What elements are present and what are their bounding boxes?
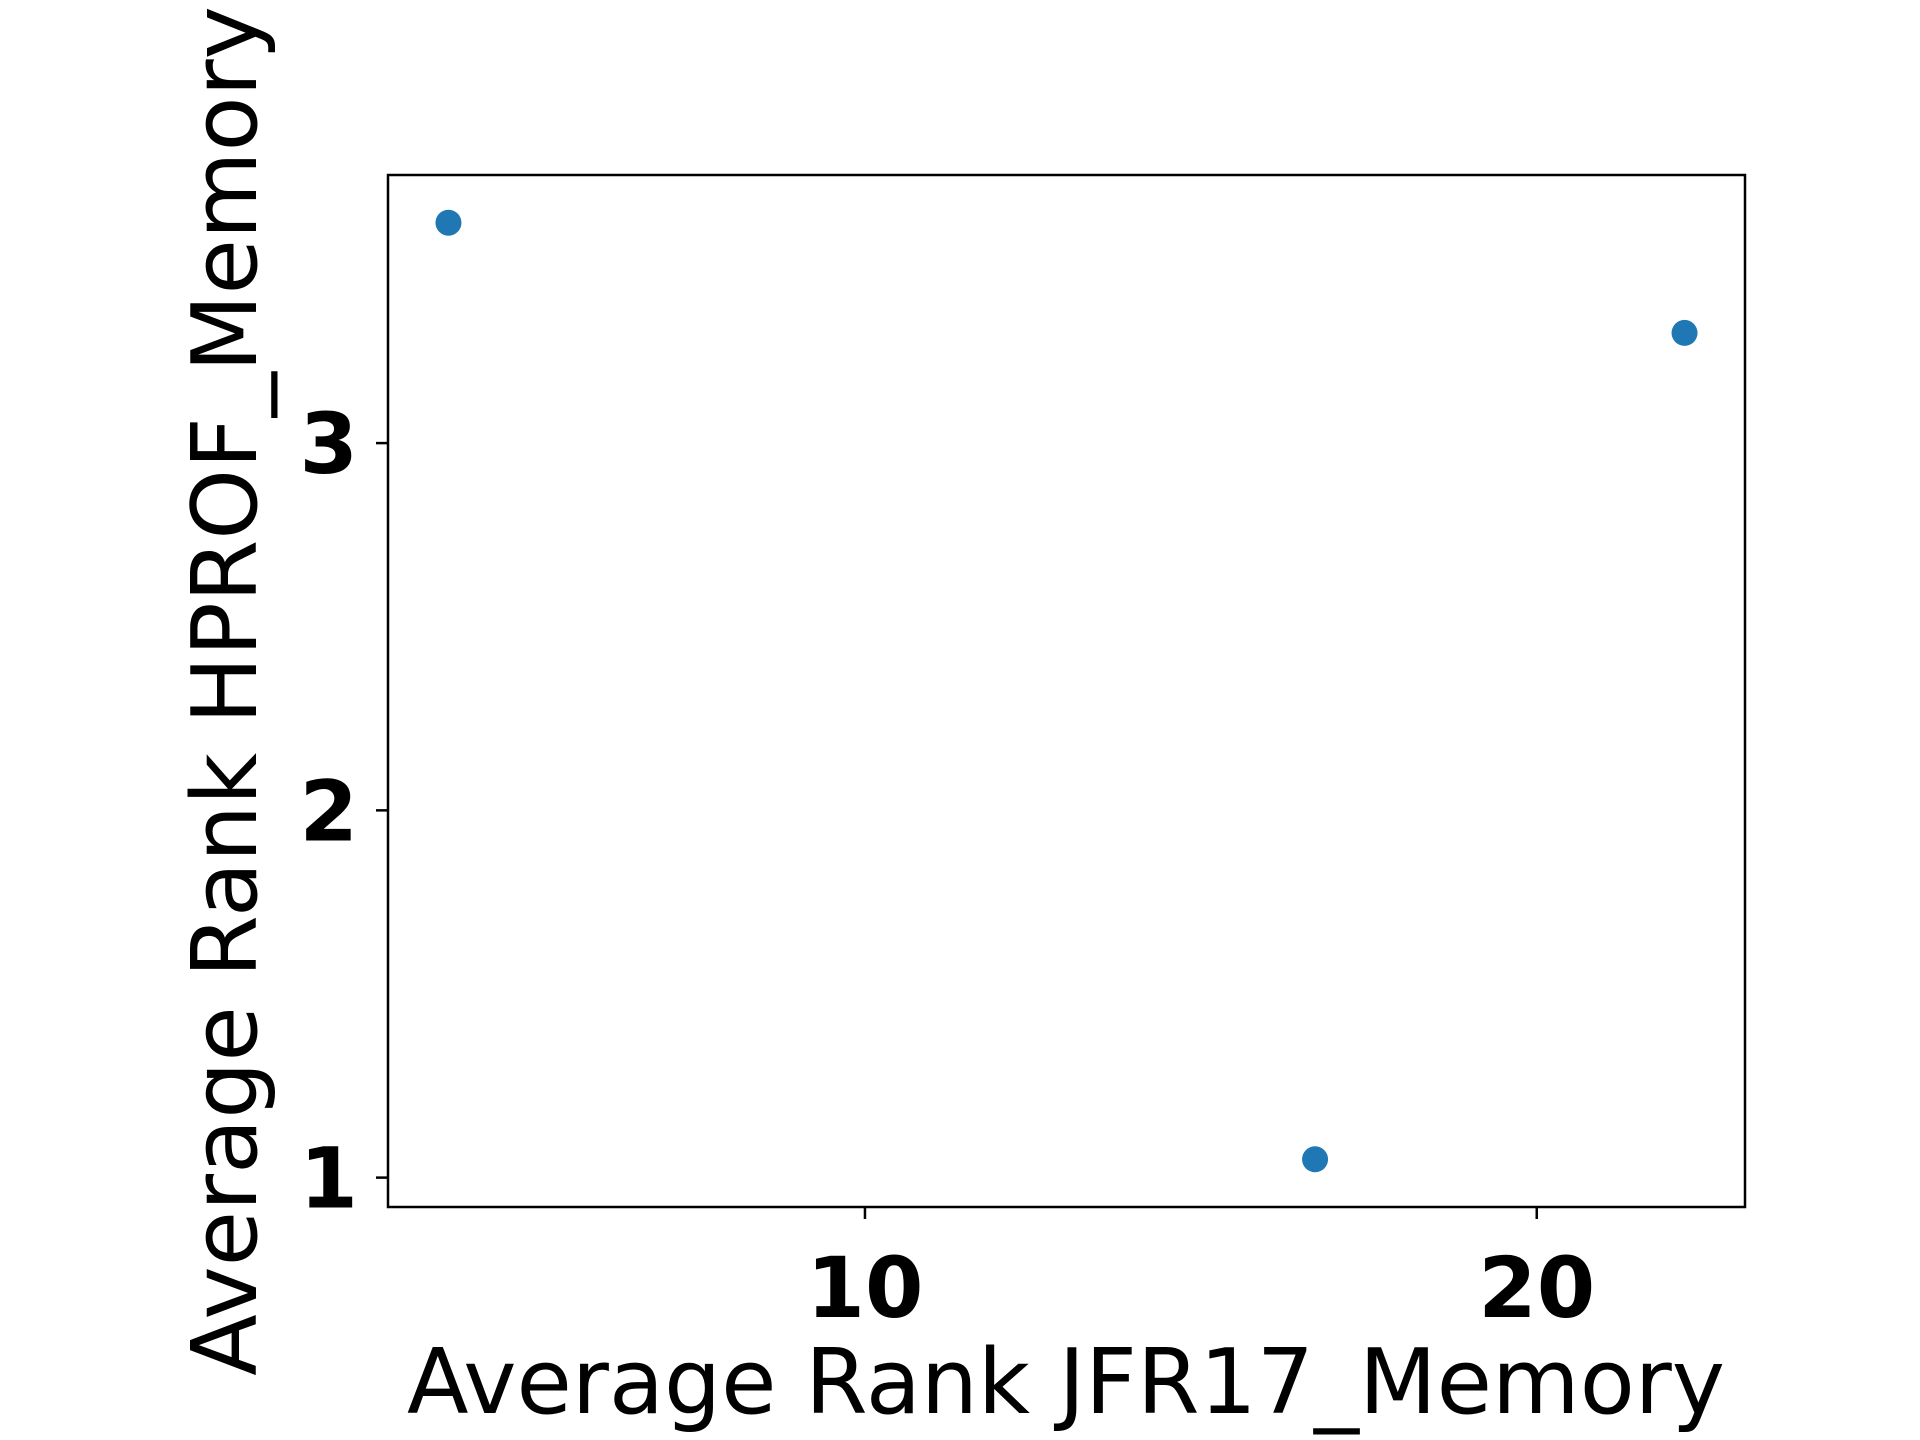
scatter-point — [1302, 1146, 1329, 1173]
x-tick-label: 10 — [807, 1239, 924, 1337]
y-axis-ticks: 1 2 3 — [300, 395, 388, 1228]
plot-area-frame — [386, 173, 1747, 1209]
x-axis-ticks: 10 20 — [807, 1207, 1595, 1337]
y-tick-label: 2 — [300, 762, 358, 860]
x-tick-label: 20 — [1478, 1239, 1595, 1337]
y-tick-label: 3 — [300, 395, 358, 493]
scatter-point — [435, 209, 462, 236]
data-points — [435, 209, 1698, 1173]
y-axis-label: Average Rank HPROF_Memory — [173, 6, 278, 1376]
x-axis-label: Average Rank JFR17_Memory — [407, 1330, 1725, 1435]
scatter-point — [1671, 319, 1698, 346]
y-tick-label: 1 — [300, 1130, 358, 1228]
